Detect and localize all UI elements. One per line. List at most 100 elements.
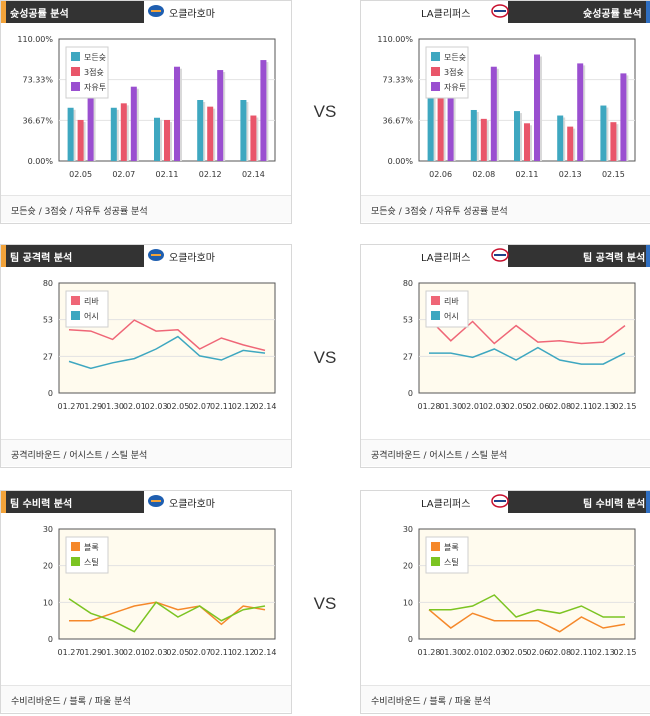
x-tick-label: 02.11 [570, 402, 593, 411]
legend-swatch [431, 542, 440, 551]
bar-3점슛 [120, 103, 127, 161]
line-리바 [68, 319, 266, 352]
bar-3점슛 [437, 94, 444, 161]
vs-label: VS [313, 348, 337, 367]
x-tick-label: 01.28 [418, 648, 441, 657]
panel-header: LA클리퍼스 팀 수비력 분석 [361, 491, 650, 513]
vs-label: VS [313, 594, 337, 613]
legend-label: 모든슛 [84, 53, 106, 62]
footer-text: 수비리바운드 / 블록 / 파울 분석 [11, 697, 131, 707]
panel-footer: 수비리바운드 / 블록 / 파울 분석 [361, 685, 650, 712]
bar-자유투 [260, 60, 267, 162]
legend-label: 3점슛 [84, 67, 104, 77]
legend-label: 어시 [84, 311, 99, 321]
clippers-logo-icon [491, 4, 509, 18]
footer-text: 모든슛 / 3점슛 / 자유투 성공률 분석 [11, 207, 148, 217]
bar-자유투 [490, 66, 497, 161]
thunder-logo-icon [148, 5, 164, 17]
x-tick-label: 02.11 [516, 170, 539, 179]
panel-header: LA클리퍼스 슛성공률 분석 [361, 1, 650, 23]
y-tick-label: 20 [403, 562, 413, 571]
x-tick-label: 02.05 [166, 402, 189, 411]
chart-offense-left: 027538001.2701.2901.3002.0102.0302.0502.… [43, 279, 277, 411]
x-tick-label: 02.11 [210, 648, 233, 657]
chart-shoot-left: 0.00% 36.67% 73.33% 110.00% 02.05 02.07 02.11 0… [17, 35, 276, 179]
clippers-logo-icon [491, 248, 509, 262]
legend-label: 스틸 [84, 557, 99, 567]
thunder-logo-icon [148, 249, 164, 261]
x-tick-label: 02.14 [254, 402, 277, 411]
x-tick-label: 01.30 [101, 648, 124, 657]
defense-panel-right: LA클리퍼스 팀 수비력 분석 0 10 20 30 01.28 01.30 02.01 02… [360, 490, 650, 714]
x-tick-label: 02.11 [210, 402, 233, 411]
legend-swatch [431, 557, 440, 566]
bar-3점슛 [480, 118, 487, 161]
panel-title: 슛성공률 분석 [583, 9, 642, 20]
y-tick-label: 0 [48, 635, 53, 644]
shooting-section: 슛성공률 분석 오클라호마 0.00% 36.67% 73.33% 110.00% 02… [0, 0, 650, 224]
bar-자유투 [534, 54, 540, 161]
footer-text: 공격리바운드 / 어시스트 / 스틸 분석 [11, 451, 148, 461]
x-tick-label: 02.01 [461, 648, 484, 657]
panel-footer: 공격리바운드 / 어시스트 / 스틸 분석 [1, 439, 291, 466]
x-tick-label: 02.06 [526, 648, 549, 657]
x-tick-label: 02.15 [614, 648, 637, 657]
bar-3점슛 [610, 122, 617, 161]
bar-모든슛 [67, 107, 74, 161]
x-tick-label: 02.06 [429, 170, 452, 179]
legend-label: 자유투 [444, 83, 466, 92]
bar-3점슛 [207, 106, 214, 161]
panel-footer: 모든슛 / 3점슛 / 자유투 성공률 분석 [1, 195, 291, 222]
bar-모든슛 [600, 105, 607, 161]
x-tick-label: 02.03 [145, 402, 168, 411]
x-tick-label: 02.12 [199, 170, 222, 179]
y-tick-label: 27 [403, 352, 413, 361]
legend-swatch [71, 52, 80, 61]
x-tick-label: 01.30 [439, 648, 462, 657]
x-tick-label: 01.29 [79, 402, 102, 411]
legend-swatch [431, 52, 440, 61]
x-tick-label: 02.15 [602, 170, 625, 179]
x-tick-label: 02.08 [548, 402, 571, 411]
panel-title: 팀 공격력 분석 [583, 253, 646, 264]
x-tick-label: 02.12 [232, 402, 255, 411]
y-tick-label: 0.00% [28, 157, 54, 166]
x-tick-label: 02.12 [232, 648, 255, 657]
legend-label: 어시 [444, 311, 459, 321]
x-tick-label: 02.06 [526, 402, 549, 411]
clippers-logo-icon [491, 494, 509, 508]
x-tick-label: 02.13 [592, 648, 615, 657]
legend-label: 블록 [444, 542, 459, 552]
legend-swatch [431, 296, 440, 305]
panel-title: 팀 수비력 분석 [583, 499, 646, 510]
x-tick-label: 02.03 [483, 648, 506, 657]
x-tick-label: 01.30 [439, 402, 462, 411]
panel-footer: 모든슛 / 3점슛 / 자유투 성공률 분석 [361, 195, 650, 222]
line-어시 [429, 346, 626, 365]
x-tick-label: 02.08 [548, 648, 571, 657]
y-tick-label: 53 [43, 316, 53, 325]
team-name: 오클라호마 [169, 9, 215, 20]
chart-defense-right: 010203001.2801.3002.0102.0302.0502.0602.… [403, 525, 637, 657]
chart-shoot-right: 0.00% 36.67% 73.33% 110.00% 02.06 02.08 02.11 0… [377, 35, 636, 179]
x-tick-label: 02.01 [123, 648, 146, 657]
y-tick-label: 30 [43, 525, 53, 534]
header-title-bar [1, 491, 144, 513]
y-tick-label: 53 [403, 316, 413, 325]
panel-title: 팀 공격력 분석 [10, 253, 73, 264]
legend-label: 스틸 [444, 557, 459, 567]
legend-label: 리바 [444, 296, 459, 306]
legend-swatch [71, 542, 80, 551]
x-tick-label: 01.27 [58, 648, 81, 657]
x-tick-label: 02.01 [461, 402, 484, 411]
legend-swatch [71, 296, 80, 305]
x-tick-label: 02.03 [145, 648, 168, 657]
bar-모든슛 [154, 117, 160, 161]
x-tick-label: 02.03 [483, 402, 506, 411]
x-tick-label: 02.07 [188, 648, 211, 657]
y-tick-label: 80 [403, 279, 413, 288]
x-tick-label: 01.29 [79, 648, 102, 657]
defense-section: 팀 수비력 분석 오클라호마 0 10 20 30 01.27 01.29 01.30 02.… [0, 490, 650, 714]
bar-3점슛 [524, 123, 530, 161]
bar-자유투 [130, 86, 137, 161]
